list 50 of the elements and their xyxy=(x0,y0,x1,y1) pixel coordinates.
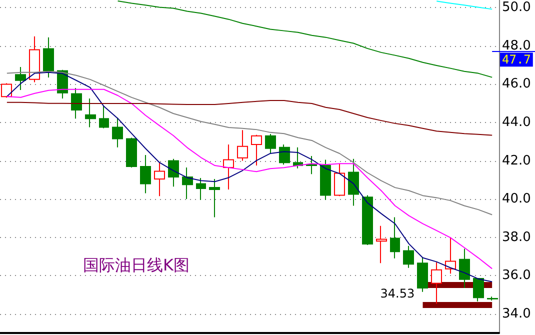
y-tick-label: 42.0 xyxy=(502,153,531,168)
candlestick xyxy=(348,158,359,206)
ref-line-label: 47.7 xyxy=(502,52,531,67)
candlestick xyxy=(154,162,165,197)
candlestick xyxy=(362,194,373,246)
y-tick-label: 38.0 xyxy=(502,230,531,245)
y-tick-label: 34.0 xyxy=(502,306,531,322)
candlestick xyxy=(445,236,456,274)
candlestick xyxy=(487,296,498,301)
candlestick xyxy=(279,144,290,166)
y-tick-label: 40.0 xyxy=(502,192,531,207)
candlestick xyxy=(334,163,345,197)
y-tick-label: 36.0 xyxy=(502,268,531,284)
candlestick xyxy=(417,256,428,292)
text: 国际油日线K图 xyxy=(83,256,190,274)
candlestick xyxy=(182,166,193,200)
candlestick xyxy=(251,134,262,166)
candlestick xyxy=(29,36,40,83)
candlestick xyxy=(168,158,179,188)
candlestick xyxy=(473,278,484,302)
candlestick xyxy=(99,106,109,129)
candlestick xyxy=(320,159,331,200)
candlestick xyxy=(209,178,220,218)
candlestick xyxy=(265,133,276,154)
y-tick-label: 50.0 xyxy=(502,0,531,16)
line-series xyxy=(117,0,493,78)
candlestick xyxy=(376,225,387,264)
candlestick xyxy=(126,137,137,168)
candlestick xyxy=(196,177,206,200)
candlestick xyxy=(140,154,151,194)
candlestick xyxy=(15,66,26,90)
candlestick xyxy=(403,245,414,268)
line-series xyxy=(436,0,493,10)
candlestick xyxy=(293,146,303,169)
candlestick xyxy=(85,98,96,128)
candlestick xyxy=(459,248,470,289)
candlestick xyxy=(112,117,123,148)
y-tick-label: 46.0 xyxy=(502,76,531,92)
candlestick xyxy=(390,216,400,259)
line-series xyxy=(6,100,493,136)
candlestick xyxy=(223,144,234,190)
candlestick xyxy=(431,262,442,304)
candlestick xyxy=(237,130,248,162)
candlestick xyxy=(43,36,54,78)
y-tick-label: 44.0 xyxy=(502,114,531,130)
candlestick xyxy=(306,155,317,175)
annotation: 34.53 xyxy=(380,286,415,301)
y-tick-label: 48.0 xyxy=(502,38,531,54)
candlestick xyxy=(1,82,12,98)
candlestick xyxy=(71,88,82,120)
